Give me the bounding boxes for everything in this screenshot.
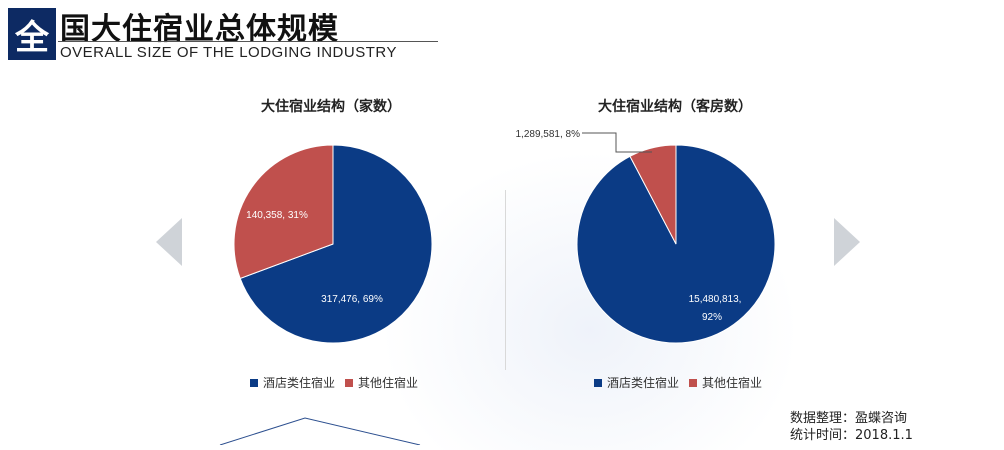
legend-label-hotel: 酒店类住宿业 <box>263 376 336 390</box>
chart-title-rooms: 大住宿业结构（客房数） <box>598 99 752 115</box>
pie-chart-rooms: 15,480,813, 92% 1,289,581, 8% <box>516 129 776 344</box>
data-label-hotel: 317,476, 69% <box>321 294 383 305</box>
legend-item-hotel: 酒店类住宿业 <box>594 374 679 391</box>
legend-item-hotel: 酒店类住宿业 <box>250 374 335 391</box>
title-divider <box>58 41 438 42</box>
data-label-other: 140,358, 31% <box>246 210 308 221</box>
decorative-lines <box>219 417 421 445</box>
legend-swatch-hotel <box>594 378 602 387</box>
legend-households: 酒店类住宿业 其他住宿业 <box>250 374 428 391</box>
page-subtitle: OVERALL SIZE OF THE LODGING INDUSTRY <box>60 44 397 61</box>
pie-chart-households: 317,476, 69% 140,358, 31% <box>233 144 433 344</box>
title-badge: 全 <box>8 8 56 60</box>
data-source-note: 数据整理：盈蝶咨询 统计时间：2018.1.1 <box>790 410 913 444</box>
legend-item-other: 其他住宿业 <box>689 374 762 391</box>
stat-date-line: 统计时间：2018.1.1 <box>790 428 913 443</box>
next-arrow-icon[interactable] <box>834 218 860 266</box>
legend-label-hotel: 酒店类住宿业 <box>607 376 680 390</box>
legend-label-other: 其他住宿业 <box>358 376 419 390</box>
data-label-hotel-pct: 92% <box>702 312 722 323</box>
pie-slice-other <box>233 144 334 280</box>
pie-slice-hotel <box>239 144 433 344</box>
chart-divider <box>505 190 506 370</box>
label-leader-line <box>582 132 652 153</box>
pie-slice-other <box>629 144 677 245</box>
data-label-hotel: 15,480,813, <box>689 294 742 305</box>
chart-title-households: 大住宿业结构（家数） <box>261 99 401 115</box>
legend-label-other: 其他住宿业 <box>702 376 763 390</box>
source-line: 数据整理：盈蝶咨询 <box>790 411 908 426</box>
legend-swatch-other <box>345 378 354 387</box>
legend-rooms: 酒店类住宿业 其他住宿业 <box>594 374 772 391</box>
data-label-other: 1,289,581, 8% <box>516 129 581 140</box>
legend-swatch-other <box>689 378 698 387</box>
legend-item-other: 其他住宿业 <box>345 374 418 391</box>
legend-swatch-hotel <box>250 378 258 387</box>
prev-arrow-icon[interactable] <box>156 218 182 266</box>
